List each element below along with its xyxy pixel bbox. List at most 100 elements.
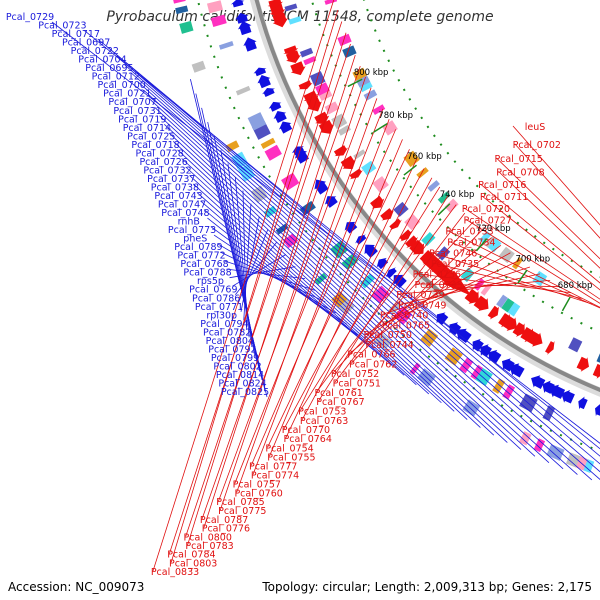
plus-gene-label: Pcal_0723 <box>38 21 86 32</box>
minus-gene-label: Pcal_0716 <box>478 180 526 191</box>
annotation-block-0 <box>218 41 234 50</box>
annotation-block-2 <box>427 180 440 192</box>
minus-gene-label: Pcal_0784 <box>167 550 215 561</box>
plus-gene-label: Pcal_0722 <box>71 46 119 57</box>
annotation-block-2 <box>444 198 459 213</box>
minus-cds-8 <box>520 327 534 343</box>
plus-leader-line <box>143 89 564 470</box>
annotation-block-3 <box>225 140 240 153</box>
minus-gene-label: Pcal_0776 <box>202 524 250 535</box>
annotation-block-1 <box>295 36 312 53</box>
minus-leader-line <box>480 183 600 284</box>
minus-gene-label: Pcal_0750 <box>364 330 412 341</box>
kbp-tick-mark <box>437 203 451 216</box>
kbp-tick-label: 700 kbp <box>515 255 550 265</box>
annotation-block-0 <box>206 0 223 14</box>
plus-cds-30 <box>278 121 293 134</box>
annotation-block-0 <box>359 273 375 289</box>
minus-gene-label: Pcal_0720 <box>462 204 510 215</box>
plus-gene-label: Pcal_0700 <box>98 80 146 91</box>
plus-gene-label: Pcal_0772 <box>177 251 225 262</box>
plus-cds-27 <box>314 179 329 195</box>
minus-gene-label: Pcal_0702 <box>513 140 561 151</box>
minus-gene-label: Pcal_0763 <box>300 416 348 427</box>
minus-cds-33 <box>290 61 306 76</box>
annotation-block-0 <box>260 137 276 149</box>
plus-gene-label: Pcal_0824 <box>218 378 266 389</box>
minus-cds-26 <box>340 155 356 170</box>
minus-gene-label: Pcal_0775 <box>218 506 266 517</box>
annotation-block-1 <box>288 16 302 25</box>
minus-gene-label: Pcal_0753 <box>298 407 346 418</box>
kbp-tick-mark <box>517 269 528 284</box>
minus-cds-24 <box>370 195 385 209</box>
minus-leader-line <box>512 125 600 226</box>
minus-cds-11 <box>498 312 510 328</box>
kbp-tick-mark <box>475 238 488 252</box>
minus-leader-line <box>431 251 593 305</box>
minus-cds-20 <box>404 235 418 248</box>
annotation-block-2 <box>337 33 352 47</box>
minus-gene-label: Pcal_0755 <box>267 452 315 463</box>
minus-gene-label: Pcal_0735 <box>431 259 479 270</box>
plus-leader-line <box>159 115 522 450</box>
plus-gene-label: Pcal_0789 <box>174 242 222 253</box>
annotation-block-0 <box>264 144 282 161</box>
annotation-block-2 <box>437 191 451 204</box>
plus-cds-23 <box>364 244 378 258</box>
minus-cds-38 <box>267 0 283 8</box>
minus-cds-13 <box>473 295 489 312</box>
plus-cds-16 <box>472 338 484 352</box>
minus-gene-label: Pcal_0757 <box>233 479 281 490</box>
plus-gene-label: Pcal_0729 <box>6 12 54 23</box>
annotation-block-3 <box>546 444 565 461</box>
minus-leader-line <box>252 119 390 475</box>
minus-leader-line <box>398 279 551 295</box>
plus-gene-label: Pcal_0773 <box>168 225 216 236</box>
kbp-tick-mark <box>373 122 388 133</box>
minus-leader-line <box>219 76 366 511</box>
plus-cds-38 <box>235 13 249 24</box>
minus-gene-label: Pcal_0733 <box>445 226 493 237</box>
annotation-block-2 <box>403 150 420 168</box>
minus-leader-line <box>498 171 600 269</box>
annotation-block-2 <box>372 104 386 115</box>
annotation-block-0 <box>225 59 241 71</box>
minus-leader-line <box>318 195 449 402</box>
minus-gene-label: Pcal_0833 <box>151 567 199 578</box>
minus-gene-label: Pcal_0708 <box>496 167 544 178</box>
minus-gene-label: Pcal_0803 <box>169 558 217 569</box>
minus-leader-line <box>234 108 384 484</box>
minus-leader-line <box>268 139 403 457</box>
minus-gene-label: leuS <box>525 122 546 133</box>
plus-leader-line <box>177 149 468 420</box>
minus-leader-line <box>449 241 600 309</box>
plus-cds-14 <box>488 349 502 364</box>
plus-gene-label: Pcal_0782 <box>203 327 251 338</box>
minus-leader-line <box>334 212 466 383</box>
plus-gene-label: pheS <box>183 234 207 245</box>
kbp-tick-mark <box>347 78 363 88</box>
minus-gene-label: Pcal_0787 <box>200 515 248 526</box>
minus-gene-label: Pcal_0751 <box>333 378 381 389</box>
plus-gene-label: Pcal_0695 <box>85 63 133 74</box>
plus-leader-line <box>84 30 600 450</box>
plus-cds-22 <box>376 257 389 270</box>
minus-leader-line <box>283 168 425 430</box>
plus-cds-35 <box>253 67 267 77</box>
plus-gene-label: Pcal_0707 <box>108 97 156 108</box>
plus-gene-label: Pcal_0799 <box>211 353 259 364</box>
annotation-block-2 <box>532 270 548 287</box>
minus-cds-28 <box>318 119 335 134</box>
annotation-block-0 <box>341 253 359 271</box>
plus-cds-6 <box>595 404 600 417</box>
annotation-block-1 <box>303 56 317 66</box>
minus-leader-line <box>514 143 600 239</box>
minus-gene-label: Pcal_0746 <box>429 248 477 259</box>
minus-leader-line <box>301 177 433 421</box>
annotation-block-1 <box>504 300 521 317</box>
minus-gene-label: Pcal_0767 <box>316 397 364 408</box>
plus-cds-10 <box>542 380 555 394</box>
minus-cds-29 <box>314 111 330 125</box>
kbp-tick-label: 800 kbp <box>354 68 389 78</box>
